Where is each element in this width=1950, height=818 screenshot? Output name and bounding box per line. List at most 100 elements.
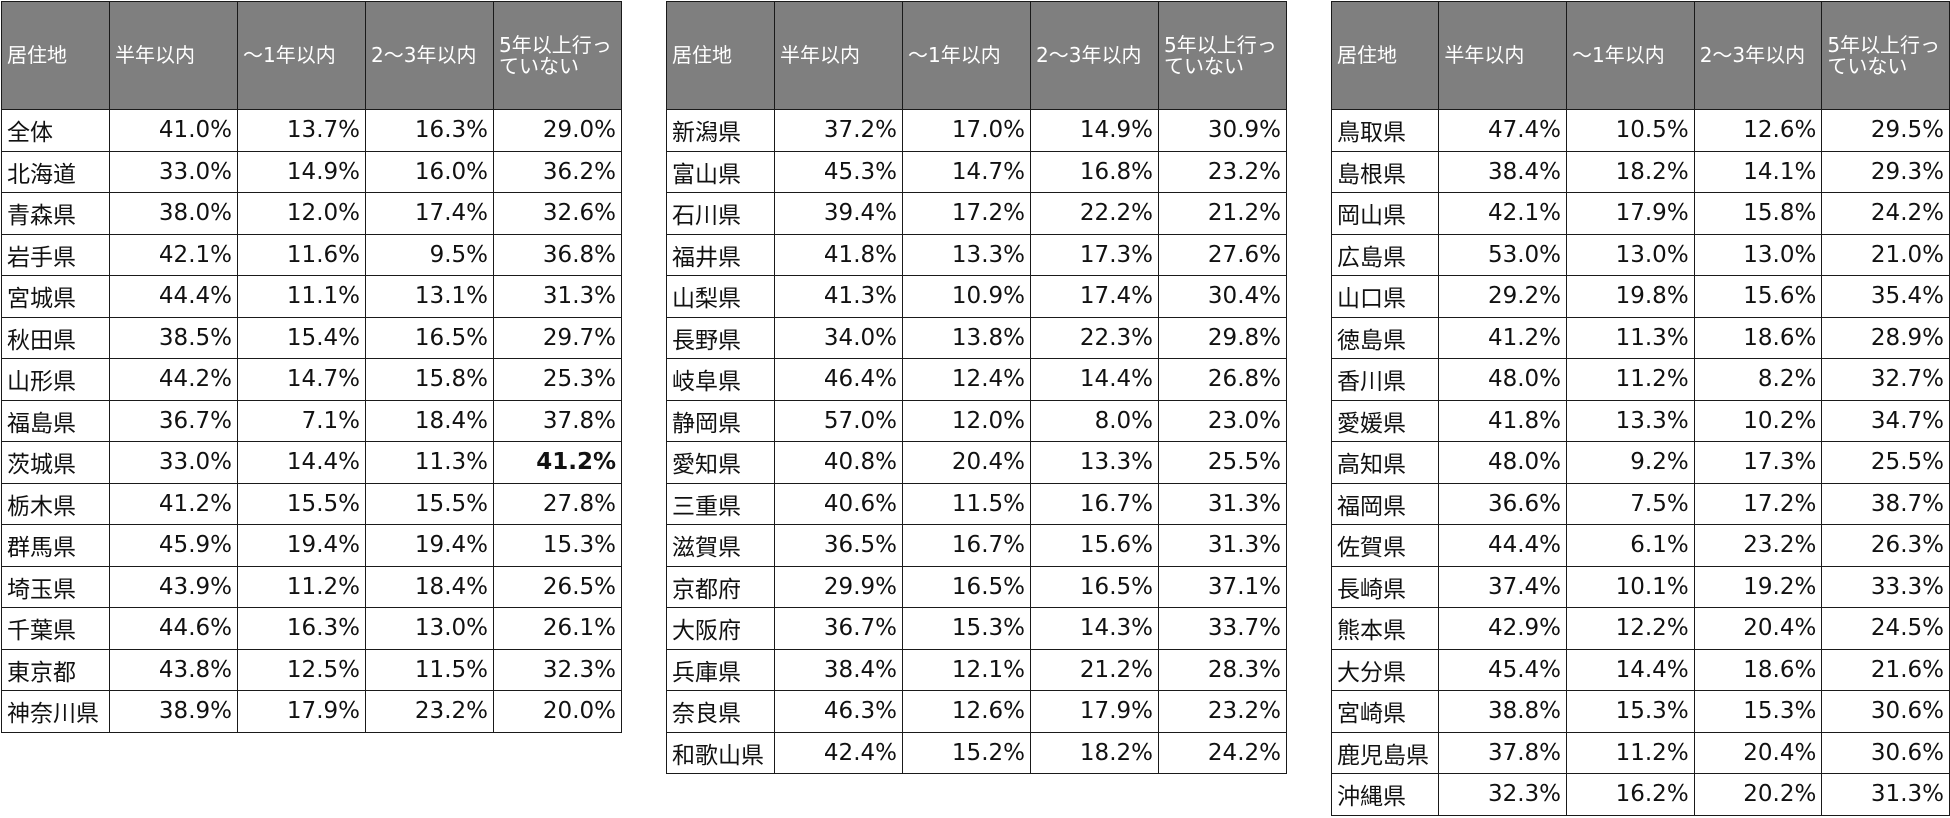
prefecture-cell: 高知県 bbox=[1330, 441, 1440, 484]
column-header: ～1年以内 bbox=[237, 1, 366, 110]
percent-cell: 17.2% bbox=[902, 192, 1031, 235]
percent-cell: 33.7% bbox=[1158, 607, 1287, 650]
column-header: 半年以内 bbox=[109, 1, 238, 110]
prefecture-cell: 三重県 bbox=[666, 482, 775, 525]
percent-cell: 13.0% bbox=[1693, 233, 1823, 276]
percent-cell: 24.2% bbox=[1158, 731, 1287, 774]
prefecture-cell: 宮城県 bbox=[1, 275, 110, 318]
percent-cell: 44.2% bbox=[109, 358, 238, 401]
percent-cell: 30.6% bbox=[1821, 690, 1950, 733]
percent-cell: 32.6% bbox=[493, 192, 622, 235]
table-row: 静岡県 57.0% 12.0% 8.0% 23.0% bbox=[666, 399, 1287, 442]
percent-cell: 43.8% bbox=[109, 648, 238, 691]
percent-cell: 6.1% bbox=[1566, 524, 1695, 567]
percent-cell: 33.3% bbox=[1821, 565, 1950, 608]
percent-cell: 41.2% bbox=[1438, 316, 1568, 359]
percent-cell: 27.8% bbox=[493, 482, 622, 525]
percent-cell: 15.3% bbox=[902, 607, 1031, 650]
prefecture-cell: 大阪府 bbox=[666, 607, 775, 650]
percent-cell: 18.2% bbox=[1566, 150, 1695, 193]
table-row: 岡山県 42.1% 17.9% 15.8% 24.2% bbox=[1330, 192, 1950, 235]
percent-cell: 17.3% bbox=[1693, 441, 1823, 484]
percent-cell: 11.2% bbox=[237, 565, 366, 608]
column-header: 居住地 bbox=[1330, 1, 1440, 110]
percent-cell: 14.4% bbox=[1566, 648, 1695, 691]
prefecture-cell: 山梨県 bbox=[666, 275, 775, 318]
column-header: 2～3年以内 bbox=[1693, 1, 1823, 110]
prefecture-cell: 山形県 bbox=[1, 358, 110, 401]
percent-cell: 29.9% bbox=[774, 565, 903, 608]
table-row: 三重県 40.6% 11.5% 16.7% 31.3% bbox=[666, 482, 1287, 525]
percent-cell: 12.2% bbox=[1566, 607, 1695, 650]
table-row: 石川県 39.4% 17.2% 22.2% 21.2% bbox=[666, 192, 1287, 235]
table-row: 大分県 45.4% 14.4% 18.6% 21.6% bbox=[1330, 648, 1950, 691]
prefecture-cell: 福島県 bbox=[1, 399, 110, 442]
table-row: 滋賀県 36.5% 16.7% 15.6% 31.3% bbox=[666, 524, 1287, 567]
table-row: 鹿児島県 37.8% 11.2% 20.4% 30.6% bbox=[1330, 731, 1950, 774]
percent-cell: 22.3% bbox=[1030, 316, 1159, 359]
percent-cell: 16.7% bbox=[1030, 482, 1159, 525]
column-header: 2～3年以内 bbox=[365, 1, 494, 110]
percent-cell: 15.6% bbox=[1030, 524, 1159, 567]
percent-cell: 23.2% bbox=[1693, 524, 1823, 567]
percent-cell: 13.0% bbox=[1566, 233, 1695, 276]
table-row: 東京都 43.8% 12.5% 11.5% 32.3% bbox=[1, 648, 622, 691]
percent-cell: 57.0% bbox=[774, 399, 903, 442]
prefecture-cell: 香川県 bbox=[1330, 358, 1440, 401]
percent-cell: 20.2% bbox=[1693, 773, 1823, 816]
percent-cell: 16.5% bbox=[1030, 565, 1159, 608]
percent-cell: 35.4% bbox=[1821, 275, 1950, 318]
prefecture-cell: 宮崎県 bbox=[1330, 690, 1440, 733]
percent-cell: 8.0% bbox=[1030, 399, 1159, 442]
percent-cell: 14.4% bbox=[1030, 358, 1159, 401]
percent-cell: 31.3% bbox=[1158, 482, 1287, 525]
percent-cell: 46.3% bbox=[774, 690, 903, 733]
percent-cell: 10.1% bbox=[1566, 565, 1695, 608]
prefecture-cell: 鳥取県 bbox=[1330, 109, 1440, 152]
table-row: 奈良県 46.3% 12.6% 17.9% 23.2% bbox=[666, 690, 1287, 733]
prefecture-cell: 熊本県 bbox=[1330, 607, 1440, 650]
percent-cell: 29.5% bbox=[1821, 109, 1950, 152]
percent-cell: 41.8% bbox=[1438, 399, 1568, 442]
percent-cell: 37.4% bbox=[1438, 565, 1568, 608]
percent-cell: 41.2% bbox=[493, 441, 622, 484]
table-row: 青森県 38.0% 12.0% 17.4% 32.6% bbox=[1, 192, 622, 235]
percent-cell: 16.8% bbox=[1030, 150, 1159, 193]
percent-cell: 14.9% bbox=[237, 150, 366, 193]
table-row: 京都府 29.9% 16.5% 16.5% 37.1% bbox=[666, 565, 1287, 608]
percent-cell: 36.7% bbox=[774, 607, 903, 650]
percent-cell: 21.6% bbox=[1821, 648, 1950, 691]
percent-cell: 30.4% bbox=[1158, 275, 1287, 318]
table-row: 愛知県 40.8% 20.4% 13.3% 25.5% bbox=[666, 441, 1287, 484]
percent-cell: 45.3% bbox=[774, 150, 903, 193]
prefecture-cell: 和歌山県 bbox=[666, 731, 775, 774]
percent-cell: 25.5% bbox=[1158, 441, 1287, 484]
column-header: 5年以上行っていない bbox=[1821, 1, 1950, 110]
percent-cell: 37.8% bbox=[493, 399, 622, 442]
percent-cell: 18.4% bbox=[365, 565, 494, 608]
prefecture-cell: 青森県 bbox=[1, 192, 110, 235]
percent-cell: 34.7% bbox=[1821, 399, 1950, 442]
percent-cell: 25.3% bbox=[493, 358, 622, 401]
percent-cell: 41.0% bbox=[109, 109, 238, 152]
percent-cell: 15.6% bbox=[1693, 275, 1823, 318]
percent-cell: 38.0% bbox=[109, 192, 238, 235]
percent-cell: 31.3% bbox=[1158, 524, 1287, 567]
percent-cell: 33.0% bbox=[109, 441, 238, 484]
percent-cell: 37.1% bbox=[1158, 565, 1287, 608]
table-row: 群馬県 45.9% 19.4% 19.4% 15.3% bbox=[1, 524, 622, 567]
percent-cell: 12.4% bbox=[902, 358, 1031, 401]
percent-cell: 20.4% bbox=[1693, 607, 1823, 650]
percent-cell: 40.8% bbox=[774, 441, 903, 484]
column-header: 5年以上行っていない bbox=[1158, 1, 1287, 110]
percent-cell: 44.4% bbox=[109, 275, 238, 318]
prefecture-cell: 福井県 bbox=[666, 233, 775, 276]
percent-cell: 11.5% bbox=[365, 648, 494, 691]
percent-cell: 19.4% bbox=[237, 524, 366, 567]
percent-cell: 48.0% bbox=[1438, 358, 1568, 401]
prefecture-cell: 新潟県 bbox=[666, 109, 775, 152]
percent-cell: 42.1% bbox=[109, 233, 238, 276]
percent-cell: 11.3% bbox=[1566, 316, 1695, 359]
percent-cell: 8.2% bbox=[1693, 358, 1823, 401]
table-row: 高知県 48.0% 9.2% 17.3% 25.5% bbox=[1330, 441, 1950, 484]
